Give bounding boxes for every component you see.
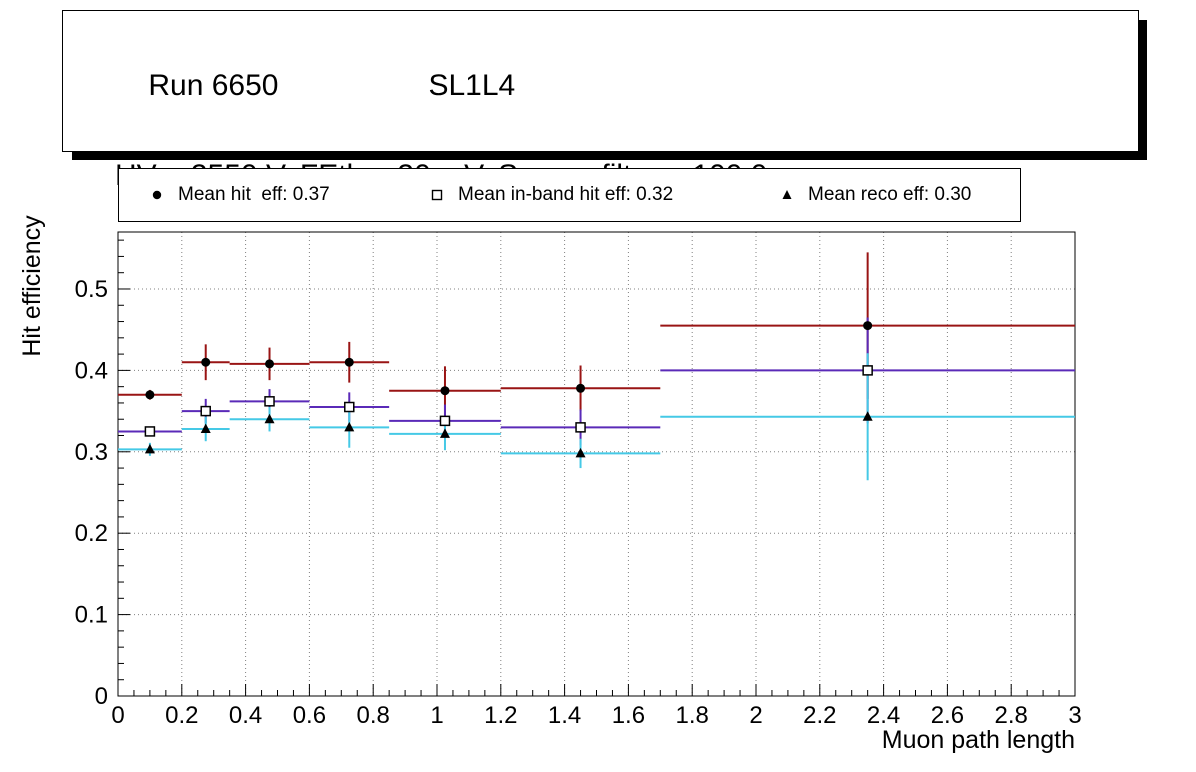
x-tick-label: 0.2: [165, 702, 198, 729]
data-point-triangle: [264, 413, 275, 424]
x-tick-label: 1.4: [548, 702, 581, 729]
data-point-circle: [863, 321, 873, 331]
x-tick-label: 2: [749, 702, 762, 729]
legend-entry-mean-inband-hit-eff: Mean in-band hit eff: 0.32: [429, 169, 673, 221]
data-point-square: [439, 415, 451, 427]
data-point-triangle: [575, 447, 586, 458]
x-tick-label: 0.8: [357, 702, 390, 729]
data-point-square: [344, 401, 355, 413]
data-point-triangle: [439, 428, 450, 438]
filled-triangle-marker-icon: [782, 190, 792, 199]
x-tick-label: 1.2: [484, 702, 517, 729]
data-point-triangle: [344, 421, 355, 432]
y-tick-label: 0.2: [75, 520, 108, 547]
legend-label-mean-hit-eff: Mean hit eff: 0.37: [178, 184, 330, 205]
data-point-square: [264, 396, 275, 407]
x-axis-title: Muon path length: [882, 726, 1075, 754]
legend-label-mean-reco-eff: Mean reco eff: 0.30: [808, 184, 972, 205]
legend-entry-mean-reco-eff: Mean reco eff: 0.30: [779, 169, 971, 221]
data-point-circle: [576, 383, 586, 393]
y-tick-label: 0.1: [75, 602, 108, 629]
x-tick-label: 2.2: [803, 702, 836, 729]
data-point-triangle: [200, 423, 211, 433]
x-tick-label: 1.6: [612, 702, 645, 729]
x-tick-label: 1: [430, 702, 443, 729]
title-line-1: Run 6650 SL1L4: [115, 35, 1138, 137]
legend-label-mean-inband-hit-eff: Mean in-band hit eff: 0.32: [458, 184, 674, 205]
data-point-circle: [440, 386, 450, 396]
x-tick-label: 0: [111, 702, 124, 729]
x-tick-label: 2.4: [867, 702, 900, 729]
data-point-circle: [145, 390, 155, 400]
x-tick-label: 2.6: [931, 702, 964, 729]
data-point-square: [575, 422, 586, 433]
y-tick-label: 0.3: [75, 439, 108, 466]
data-point-triangle: [144, 443, 155, 454]
y-axis-title: Hit efficiency: [18, 215, 46, 357]
open-square-marker-icon: [431, 189, 443, 201]
legend-box: Mean hit eff: 0.37 Mean in-band hit eff:…: [118, 168, 1021, 222]
data-point-circle: [201, 357, 211, 367]
y-tick-label: 0.5: [75, 276, 108, 303]
data-point-triangle: [862, 411, 873, 421]
run-label: Run 6650: [148, 69, 279, 102]
x-tick-label: 0.6: [293, 702, 326, 729]
data-point-square: [144, 426, 156, 437]
legend-entry-mean-hit-eff: Mean hit eff: 0.37: [149, 169, 330, 221]
y-tick-label: 0.4: [75, 357, 108, 384]
data-point-square: [200, 405, 211, 417]
data-point-circle: [344, 357, 354, 367]
data-point-square: [862, 365, 873, 376]
data-point-circle: [265, 359, 275, 369]
filled-circle-marker-icon: [152, 190, 162, 200]
x-tick-label: 1.8: [676, 702, 709, 729]
y-tick-label: 0: [95, 683, 108, 710]
superlayer-label: SL1L4: [428, 69, 516, 102]
plot-frame: [117, 231, 1076, 697]
x-tick-label: 3: [1068, 702, 1081, 729]
x-tick-label: 2.8: [995, 702, 1028, 729]
x-tick-label: 0.4: [229, 702, 262, 729]
